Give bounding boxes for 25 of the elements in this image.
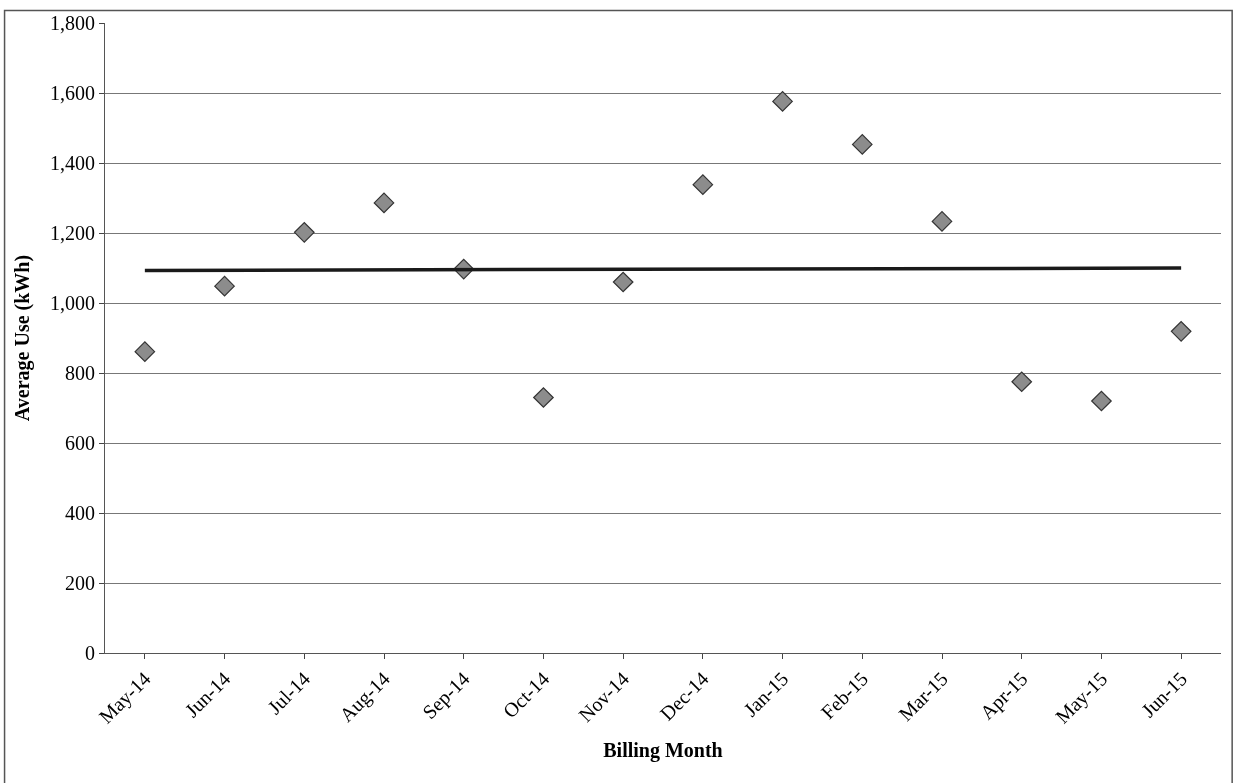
point (1170, 321, 1192, 342)
y-axis-title: Average Use (kWh) (10, 254, 34, 422)
point (1011, 371, 1033, 393)
y-tick-label: 1,000 (50, 292, 95, 314)
y-tick-label: 1,800 (50, 12, 95, 34)
point (134, 341, 156, 362)
y-tick-label: 800 (65, 362, 95, 384)
y-tick-label: 200 (65, 572, 95, 594)
point (214, 275, 235, 297)
point (612, 271, 634, 293)
y-tick-label: 400 (65, 502, 95, 524)
y-tick-label: 0 (85, 642, 95, 664)
point (293, 221, 315, 243)
point (692, 174, 714, 196)
point (772, 91, 793, 112)
point (931, 211, 953, 232)
point (851, 134, 873, 155)
point (1091, 390, 1112, 412)
point (533, 387, 554, 408)
point (373, 192, 395, 214)
y-tick-label: 600 (65, 432, 95, 454)
y-tick-label: 1,200 (50, 222, 95, 244)
y-tick-label: 1,400 (50, 152, 95, 174)
x-axis-title: Billing Month (603, 738, 723, 762)
y-tick-label: 1,600 (50, 82, 95, 104)
